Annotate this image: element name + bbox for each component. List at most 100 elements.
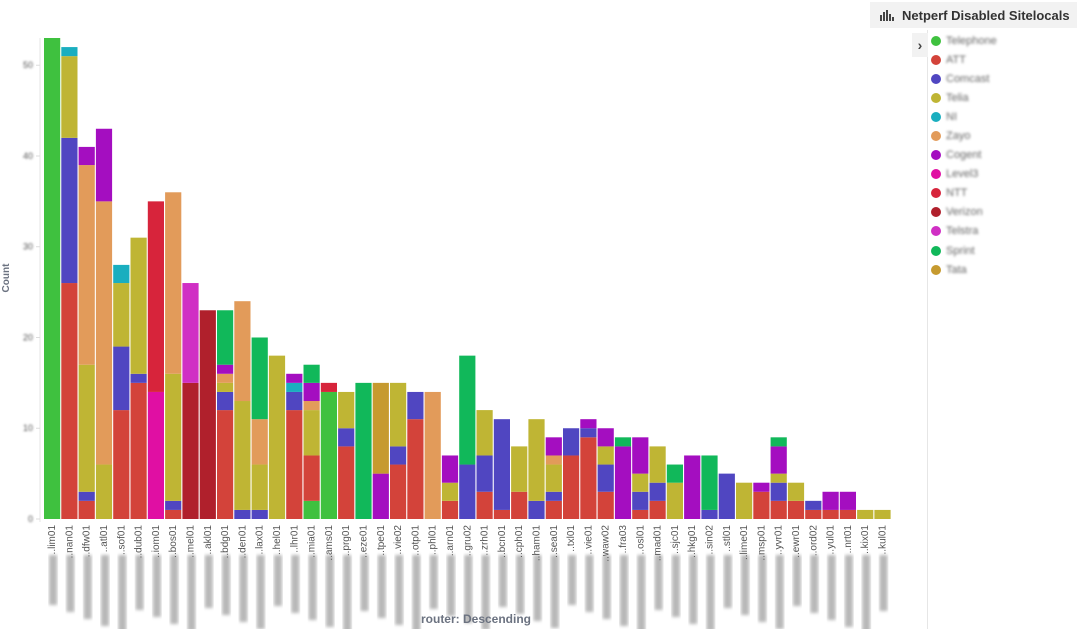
bar-segment[interactable] bbox=[770, 473, 787, 483]
bar-segment[interactable] bbox=[597, 446, 614, 465]
bar-segment[interactable] bbox=[372, 473, 389, 519]
bar-segment[interactable] bbox=[320, 382, 337, 392]
bar-segment[interactable] bbox=[666, 482, 683, 519]
bar-segment[interactable] bbox=[217, 310, 234, 365]
bar-segment[interactable] bbox=[338, 446, 355, 519]
bar-segment[interactable] bbox=[61, 56, 78, 138]
legend-item[interactable]: Cogent bbox=[931, 146, 1077, 165]
legend-item[interactable]: Telephone bbox=[931, 31, 1077, 50]
bar-segment[interactable] bbox=[459, 464, 476, 519]
legend-item[interactable]: Telia bbox=[931, 88, 1077, 107]
bar-segment[interactable] bbox=[251, 337, 268, 420]
bar-segment[interactable] bbox=[165, 192, 182, 374]
bar-segment[interactable] bbox=[130, 237, 147, 374]
bar-segment[interactable] bbox=[78, 500, 95, 519]
bar-segment[interactable] bbox=[147, 201, 164, 392]
bar-segment[interactable] bbox=[718, 473, 735, 519]
bar-segment[interactable] bbox=[217, 364, 234, 374]
bar-segment[interactable] bbox=[528, 500, 545, 519]
bar-segment[interactable] bbox=[632, 437, 649, 474]
bar-segment[interactable] bbox=[839, 491, 856, 510]
bar-segment[interactable] bbox=[684, 455, 701, 519]
bar-segment[interactable] bbox=[199, 310, 216, 519]
bar-segment[interactable] bbox=[632, 473, 649, 492]
legend-item[interactable]: NTT bbox=[931, 184, 1077, 203]
bar-segment[interactable] bbox=[476, 491, 493, 519]
bar-segment[interactable] bbox=[701, 509, 718, 519]
bar-segment[interactable] bbox=[701, 455, 718, 510]
bar-segment[interactable] bbox=[545, 455, 562, 465]
bar-segment[interactable] bbox=[217, 373, 234, 383]
bar-segment[interactable] bbox=[736, 482, 753, 519]
bar-segment[interactable] bbox=[390, 464, 407, 519]
bar-segment[interactable] bbox=[234, 509, 251, 519]
bar-segment[interactable] bbox=[251, 419, 268, 465]
bar-segment[interactable] bbox=[476, 410, 493, 456]
bar-segment[interactable] bbox=[857, 509, 874, 519]
legend-header[interactable]: Netperf Disabled Sitelocals bbox=[870, 2, 1077, 28]
bar-segment[interactable] bbox=[390, 382, 407, 447]
bar-segment[interactable] bbox=[597, 428, 614, 447]
bar-segment[interactable] bbox=[251, 509, 268, 519]
bar-segment[interactable] bbox=[563, 455, 580, 519]
bar-segment[interactable] bbox=[545, 491, 562, 501]
legend-toggle-button[interactable]: › bbox=[912, 33, 928, 57]
bar-segment[interactable] bbox=[822, 491, 839, 510]
bar-segment[interactable] bbox=[649, 446, 666, 483]
bar-segment[interactable] bbox=[770, 500, 787, 519]
bar-segment[interactable] bbox=[441, 455, 459, 483]
bar-segment[interactable] bbox=[95, 201, 113, 465]
bar-segment[interactable] bbox=[61, 47, 78, 57]
bar-segment[interactable] bbox=[632, 491, 649, 510]
bar-segment[interactable] bbox=[113, 346, 130, 411]
legend-item[interactable]: Tata bbox=[931, 260, 1077, 279]
bar-segment[interactable] bbox=[770, 446, 787, 474]
bar-segment[interactable] bbox=[597, 491, 614, 519]
bar-segment[interactable] bbox=[268, 355, 286, 519]
bar-segment[interactable] bbox=[78, 165, 95, 365]
bar-segment[interactable] bbox=[78, 364, 95, 492]
bar-segment[interactable] bbox=[303, 455, 320, 501]
bar-segment[interactable] bbox=[787, 500, 805, 519]
bar-segment[interactable] bbox=[649, 482, 666, 501]
legend-item[interactable]: Zayo bbox=[931, 126, 1077, 145]
legend-item[interactable]: Sprint bbox=[931, 241, 1077, 260]
bar-segment[interactable] bbox=[95, 128, 113, 202]
bar-segment[interactable] bbox=[303, 500, 320, 519]
bar-segment[interactable] bbox=[303, 382, 320, 402]
bar-segment[interactable] bbox=[234, 301, 251, 402]
bar-segment[interactable] bbox=[286, 410, 303, 519]
bar-segment[interactable] bbox=[61, 137, 78, 284]
legend-item[interactable]: Comcast bbox=[931, 69, 1077, 88]
bar-segment[interactable] bbox=[165, 509, 182, 519]
bar-segment[interactable] bbox=[251, 464, 268, 510]
bar-segment[interactable] bbox=[666, 464, 683, 483]
bar-segment[interactable] bbox=[95, 464, 113, 519]
bar-segment[interactable] bbox=[545, 500, 562, 519]
bar-segment[interactable] bbox=[770, 482, 787, 501]
bar-segment[interactable] bbox=[286, 382, 303, 392]
bar-segment[interactable] bbox=[390, 446, 407, 465]
bar-segment[interactable] bbox=[459, 355, 476, 465]
legend-item[interactable]: NI bbox=[931, 107, 1077, 126]
bar-segment[interactable] bbox=[787, 482, 805, 501]
bar-segment[interactable] bbox=[753, 491, 770, 519]
bar-segment[interactable] bbox=[407, 419, 424, 519]
bar-segment[interactable] bbox=[753, 482, 770, 492]
bar-segment[interactable] bbox=[372, 382, 389, 474]
bar-segment[interactable] bbox=[61, 283, 78, 519]
bar-segment[interactable] bbox=[632, 509, 649, 519]
bar-segment[interactable] bbox=[493, 509, 510, 519]
bar-segment[interactable] bbox=[303, 401, 320, 411]
bar-segment[interactable] bbox=[130, 373, 147, 383]
bar-segment[interactable] bbox=[182, 283, 199, 383]
bar-segment[interactable] bbox=[130, 382, 147, 519]
bar-segment[interactable] bbox=[770, 437, 787, 447]
bar-segment[interactable] bbox=[113, 283, 130, 347]
bar-segment[interactable] bbox=[78, 491, 95, 501]
bar-segment[interactable] bbox=[407, 391, 424, 420]
bar-segment[interactable] bbox=[580, 437, 597, 519]
bar-segment[interactable] bbox=[580, 428, 597, 438]
bar-segment[interactable] bbox=[580, 419, 597, 429]
bar-segment[interactable] bbox=[165, 373, 182, 501]
